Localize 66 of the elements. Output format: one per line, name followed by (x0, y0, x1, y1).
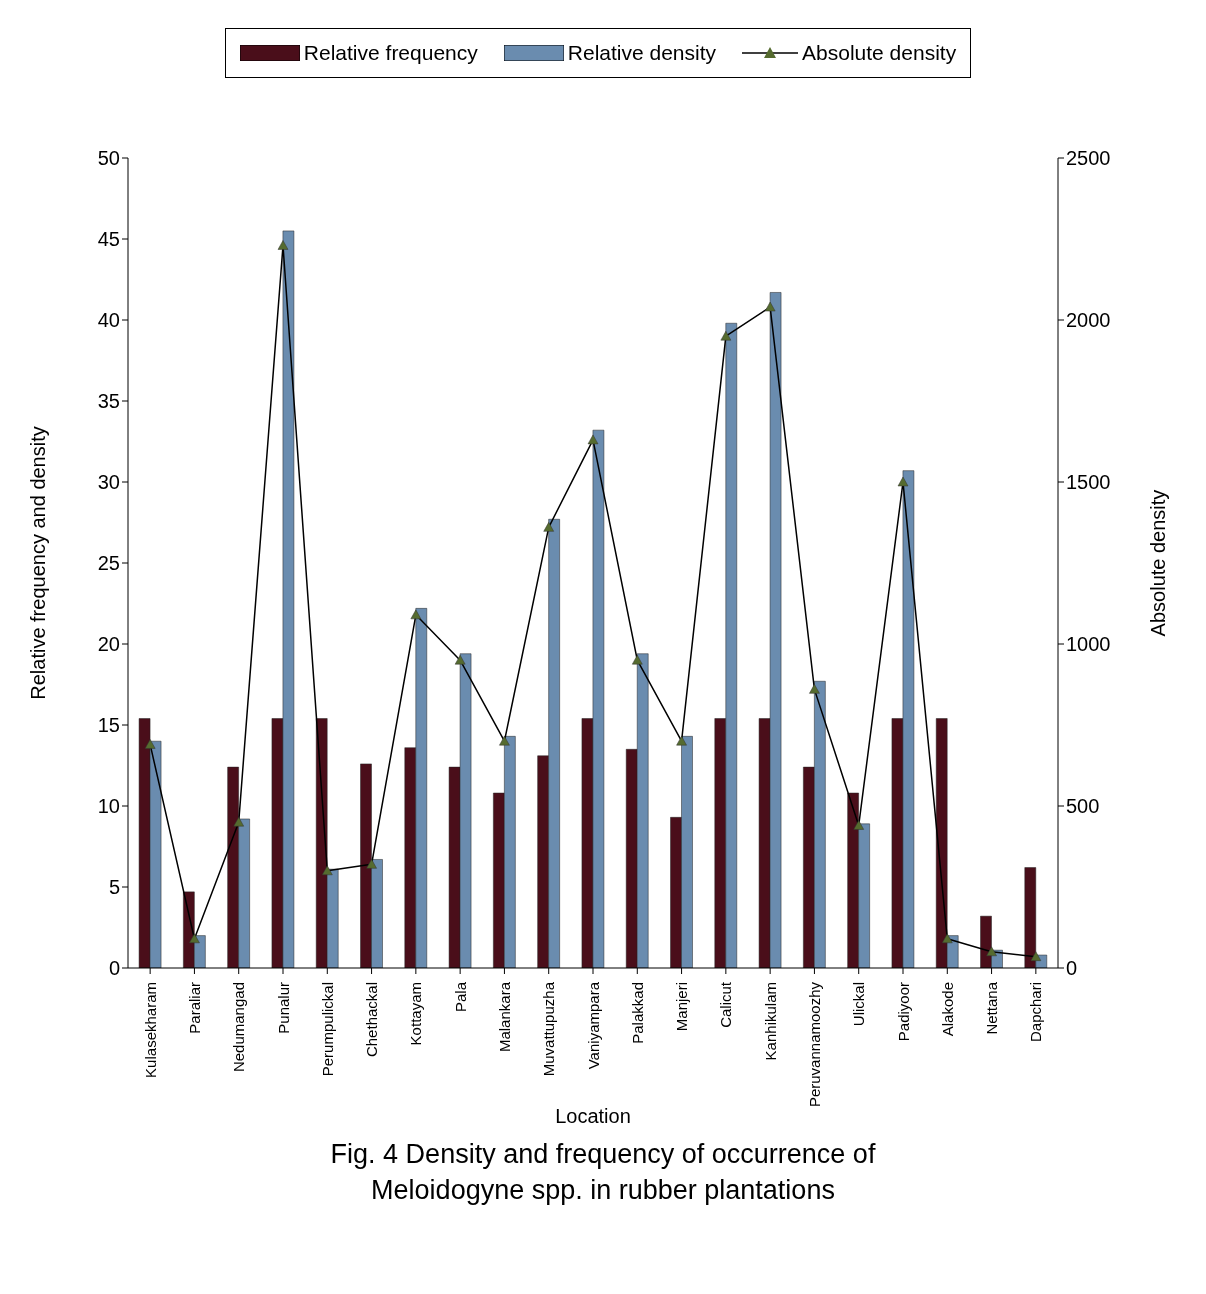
legend-label: Relative frequency (303, 41, 478, 65)
point (720, 330, 732, 341)
y-tick-label: 15 (97, 714, 120, 737)
x-tick-label: Ulickal (850, 982, 868, 1027)
point (809, 684, 820, 694)
y2-tick-label: 1000 (1066, 633, 1111, 656)
y-axis-title: Relative frequency and density (27, 426, 50, 700)
point (897, 476, 909, 487)
point (543, 522, 554, 532)
point (632, 654, 643, 665)
y-tick-label: 25 (97, 552, 120, 575)
point (1030, 951, 1042, 961)
y-tick-label: 40 (97, 309, 120, 332)
x-tick-label: Alakode (938, 982, 956, 1037)
x-tick-label: Punalur (274, 982, 292, 1034)
y-tick-label: 0 (108, 957, 120, 980)
x-tick-label: Paraliar (185, 982, 203, 1034)
text: Fig. 4 Density and frequency of occurrence of Meloidogyne spp. in rubber plantations (329, 1138, 877, 1207)
x-tick-label: Padiyoor (894, 982, 912, 1042)
x-tick-label: Kottayam (407, 982, 425, 1046)
point (764, 301, 776, 312)
point (942, 933, 953, 944)
y2-axis-title: Absolute density (1147, 489, 1170, 637)
x-axis-title: Location (555, 1105, 631, 1127)
y2-tick-label: 1500 (1066, 471, 1111, 494)
point (144, 739, 156, 749)
y-tick-label: 35 (97, 390, 120, 413)
point (233, 816, 244, 827)
point (322, 865, 333, 876)
point (676, 735, 687, 746)
y2-tick-label: 2000 (1066, 309, 1111, 332)
point (853, 820, 864, 830)
x-tick-label: Calicut (717, 981, 735, 1028)
point (277, 240, 289, 250)
x-tick-label: Muvattupuzha (540, 981, 558, 1077)
point (587, 434, 599, 445)
point (189, 933, 200, 944)
y-tick-label: 5 (108, 876, 120, 899)
x-tick-label: Manjeri (673, 982, 691, 1032)
x-tick-label: Chethackal (363, 982, 381, 1058)
x-tick-label: Nedumangad (230, 982, 248, 1073)
x-tick-label: Dapchari (1027, 982, 1045, 1043)
y2-tick-label: 2500 (1066, 147, 1111, 170)
y2-tick-label: 500 (1066, 795, 1100, 818)
point (366, 859, 377, 869)
point (499, 735, 510, 746)
x-tick-label: Kulasekharam (141, 982, 159, 1078)
x-tick-label: Malankara (495, 981, 513, 1053)
y-tick-label: 50 (97, 147, 120, 170)
legend-label: Absolute density (802, 41, 957, 65)
y-tick-label: 10 (97, 795, 120, 818)
legend-label: Relative density (567, 41, 717, 65)
y-tick-label: 20 (97, 633, 120, 656)
x-tick-label: Peruvannamoozhy (805, 981, 823, 1108)
x-tick-label: Palakkad (628, 982, 646, 1044)
x-tick-label: Nettana (983, 981, 1001, 1035)
y2-tick-label: 0 (1066, 957, 1078, 980)
x-tick-label: Pala (451, 981, 469, 1013)
point (454, 654, 466, 665)
point (986, 946, 997, 957)
x-tick-label: Kanhikulam (761, 982, 779, 1061)
x-tick-label: Perumpulickal (318, 982, 336, 1077)
y-tick-label: 30 (97, 471, 120, 494)
y-tick-label: 45 (97, 228, 120, 251)
x-tick-label: Vaniyampara (584, 981, 602, 1070)
point (410, 609, 422, 620)
